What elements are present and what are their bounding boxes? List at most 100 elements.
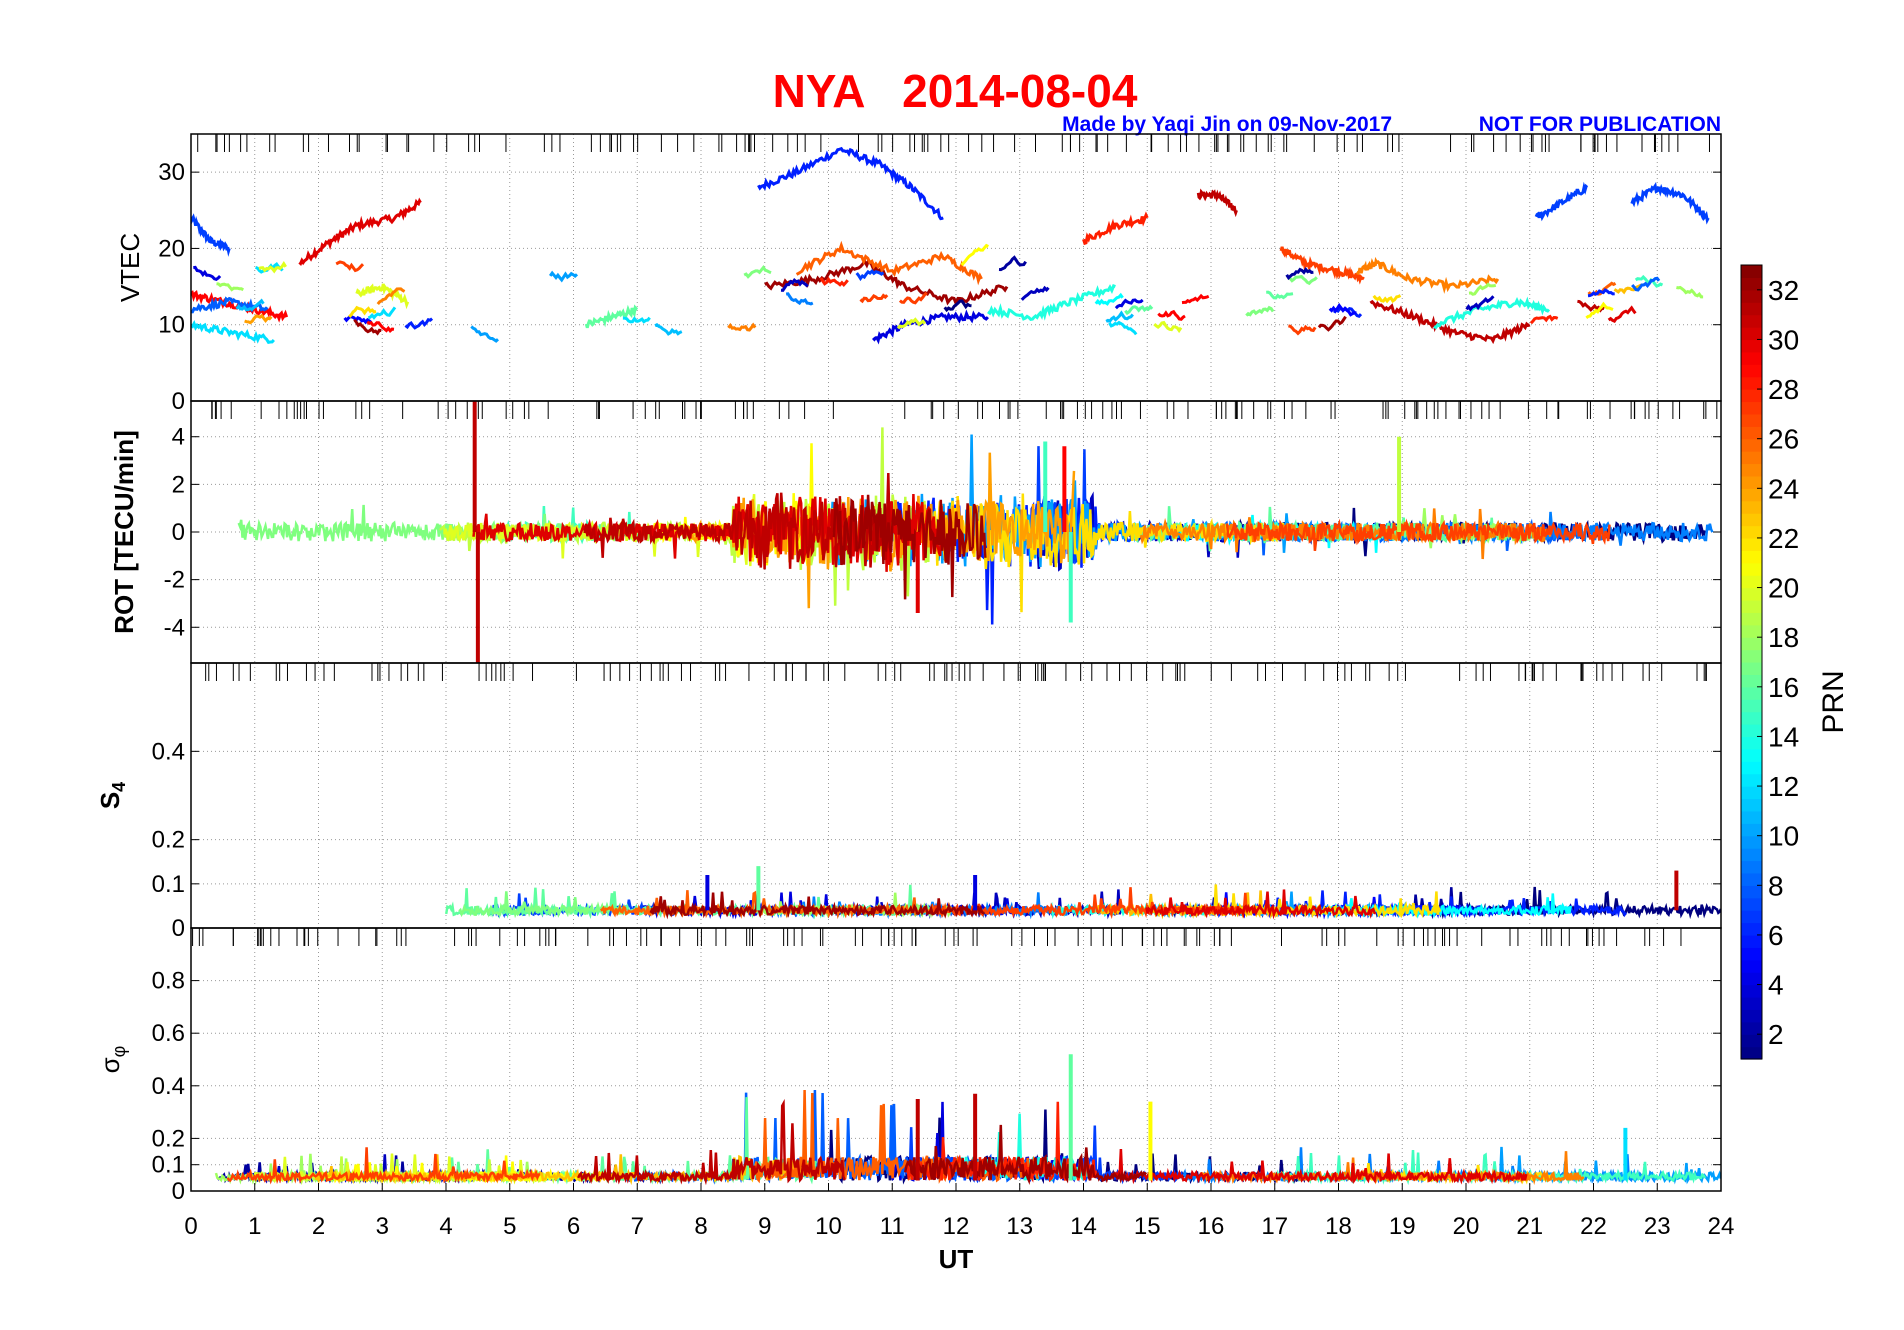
vtec-arc-prn-14	[987, 283, 1116, 322]
colorbar-swatch	[1741, 624, 1762, 638]
sigma-series-prn-27	[226, 1147, 541, 1185]
colorbar-tick-label: 16	[1768, 672, 1799, 703]
colorbar-swatch	[1741, 1021, 1762, 1035]
vtec-segment	[343, 314, 373, 325]
vtec-segment	[1676, 285, 1704, 299]
colorbar-swatch	[1741, 686, 1762, 700]
s4-series-prn-17	[458, 891, 626, 919]
vtec-segment	[1585, 301, 1614, 320]
vtec-segment	[1631, 276, 1661, 292]
vtec-segment	[855, 269, 885, 282]
colorbar-swatch	[1741, 463, 1762, 477]
colorbar-swatch	[1741, 587, 1762, 601]
vtec-arc-prn-25	[1356, 256, 1500, 294]
colorbar-swatch	[1741, 500, 1762, 514]
colorbar-swatch	[1741, 376, 1762, 390]
y-tick-label: 2	[172, 471, 185, 498]
y-tick-label: -4	[164, 614, 185, 641]
y-tick-label: 30	[158, 159, 185, 186]
vtec-segment	[654, 323, 683, 336]
vtec-segment	[727, 322, 757, 332]
y-tick-label: 0.4	[152, 1073, 185, 1100]
y-tick-label: 4	[172, 424, 185, 451]
colorbar-tick-label: 22	[1768, 523, 1799, 554]
vtec-arc-prn-7	[191, 213, 231, 257]
vtec-segment	[244, 313, 273, 325]
colorbar-swatch	[1741, 364, 1762, 378]
vtec-segment	[335, 260, 365, 273]
x-tick-label: 12	[943, 1213, 970, 1240]
x-tick-label: 14	[1070, 1213, 1097, 1240]
vtec-segment	[896, 317, 927, 330]
vtec-segment	[235, 298, 265, 312]
colorbar-swatch	[1741, 302, 1762, 316]
colorbar-swatch	[1741, 277, 1762, 291]
colorbar-swatch	[1741, 674, 1762, 688]
colorbar-swatch	[1741, 984, 1762, 998]
vtec-arc-prn-20	[355, 283, 410, 310]
y-axis-label: S4	[95, 782, 129, 809]
colorbar-frame	[1740, 264, 1763, 1060]
colorbar-swatch	[1741, 289, 1762, 303]
vtec-segment	[1124, 304, 1154, 316]
vtec-arc-prn-30	[298, 197, 422, 267]
x-tick-label: 23	[1644, 1213, 1671, 1240]
vtec-segment	[1157, 309, 1186, 321]
x-tick-label: 13	[1006, 1213, 1033, 1240]
y-tick-label: -2	[164, 567, 185, 594]
panel-s4: 0 0.1 0.2 0.4 S4	[95, 662, 1722, 942]
x-tick-label: 21	[1516, 1213, 1543, 1240]
colorbar-swatch	[1741, 848, 1762, 862]
sigma-series-prn-32	[903, 1124, 1148, 1185]
colorbar-tick-label: 26	[1768, 424, 1799, 455]
colorbar-tick-label: 8	[1768, 870, 1784, 901]
colorbar-swatch	[1741, 860, 1762, 874]
colorbar-swatch	[1741, 351, 1762, 365]
colorbar-tick-label: 12	[1768, 771, 1799, 802]
colorbar-swatch	[1741, 1009, 1762, 1023]
series-group	[444, 866, 1721, 920]
colorbar-swatch	[1741, 401, 1762, 415]
colorbar-label: PRN	[1817, 670, 1850, 733]
colorbar-tick-label: 20	[1768, 573, 1799, 604]
vtec-arc-prn-7	[1534, 181, 1589, 222]
colorbar-swatch	[1741, 637, 1762, 651]
colorbar-swatch	[1741, 550, 1762, 564]
y-tick-label: 0.4	[152, 738, 185, 765]
x-tick-label: 0	[184, 1213, 197, 1240]
vtec-segment	[1245, 305, 1275, 317]
vtec-segment	[743, 265, 772, 279]
s4-series-prn-23	[1094, 890, 1280, 920]
vtec-segment	[348, 305, 377, 318]
x-tick-label: 11	[880, 1213, 905, 1240]
x-tick-label: 15	[1134, 1213, 1161, 1240]
panel-sigma: 00.10.2 0.4 0.6 0.8 σφ	[95, 927, 1722, 1205]
vtec-segment	[859, 293, 889, 304]
vtec-segment	[258, 261, 287, 274]
vtec-segment	[1285, 267, 1314, 281]
vtec-segment	[1105, 310, 1134, 323]
vtec-segment	[622, 316, 651, 324]
vtec-arc-prn-26	[795, 240, 983, 286]
colorbar-swatch	[1741, 265, 1762, 279]
x-tick-label: 6	[567, 1213, 580, 1240]
colorbar-tick-label: 4	[1768, 970, 1784, 1001]
y-tick-label: 10	[158, 312, 185, 339]
vtec-segment	[366, 320, 395, 334]
y-tick-label: 0	[172, 1178, 185, 1205]
rot-series-prn-25	[1139, 508, 1552, 560]
x-tick-label: 18	[1325, 1213, 1352, 1240]
vtec-arc-prn-12	[191, 320, 275, 344]
x-tick-label: 9	[758, 1213, 771, 1240]
subscript: 4	[109, 782, 129, 792]
chart-subtitle-author: Made by Yaqi Jin on 09-Nov-2017	[1062, 113, 1392, 136]
colorbar-swatch	[1741, 575, 1762, 589]
x-tick-label: 8	[694, 1213, 707, 1240]
colorbar-swatch	[1741, 872, 1762, 886]
vtec-segment	[819, 276, 849, 288]
vtec-arc-prn-32	[764, 258, 1009, 308]
colorbar-tick-label: 10	[1768, 821, 1799, 852]
colorbar-swatch	[1741, 488, 1762, 502]
vtec-segment	[1465, 295, 1495, 312]
chart-title: NYA 2014-08-04	[773, 65, 1138, 117]
